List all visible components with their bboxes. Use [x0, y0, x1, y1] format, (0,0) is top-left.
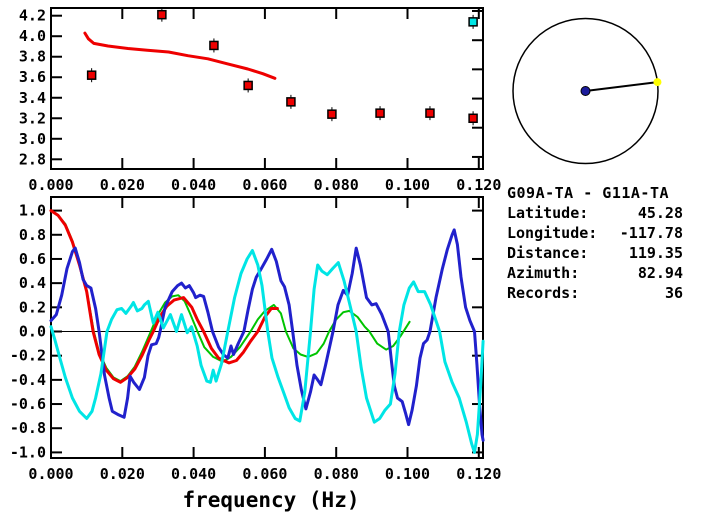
info-row-distance: Distance: 119.35	[507, 243, 683, 263]
y-tick-label: 4.0	[19, 27, 46, 45]
y-tick-label: 0.2	[19, 298, 46, 316]
blue-curve	[49, 228, 485, 442]
info-row-azimuth: Azimuth: 82.94	[507, 263, 683, 283]
longitude-label: Longitude:	[507, 224, 598, 242]
red-curve	[49, 209, 279, 384]
y-tick-label: -1.0	[10, 443, 46, 461]
station-info-panel: G09A-TA - G11A-TA Latitude: 45.28 Longit…	[507, 183, 683, 303]
station-pair-label: G09A-TA - G11A-TA	[507, 184, 670, 202]
records-label: Records:	[507, 284, 580, 302]
y-tick-label: 3.4	[19, 89, 46, 107]
plot-box	[50, 7, 484, 170]
azimuth-value: 82.94	[637, 264, 683, 282]
red-square-points-marker	[327, 109, 337, 119]
red-square-points-marker	[157, 9, 167, 20]
dispersion-panel: 0.000 0.020 0.040 0.060 0.080 0.100 0.120 4.2 4.…	[19, 7, 501, 194]
y-tick-label: 4.2	[19, 7, 46, 25]
records-value: 36	[664, 284, 683, 302]
x-tick-label: 0.020	[100, 176, 145, 194]
x-tick-label: 0.040	[171, 465, 216, 483]
azimuth-edge-dot	[653, 78, 662, 87]
y-tick-label: 3.8	[19, 48, 46, 66]
x-tick-label: 0.020	[100, 465, 145, 483]
azimuth-circle	[512, 17, 659, 165]
azimuth-label: Azimuth:	[507, 264, 580, 282]
info-row-latitude: Latitude: 45.28	[507, 203, 683, 223]
latitude-value: 45.28	[637, 204, 683, 222]
red-square-points-marker	[209, 40, 219, 51]
red-square-points-marker	[86, 70, 97, 80]
x-tick-label: 0.040	[171, 176, 216, 194]
y-tick-label: 3.6	[19, 68, 46, 86]
x-tick-label: 0.120	[456, 176, 501, 194]
x-tick-label: 0.060	[242, 176, 287, 194]
x-tick-label: 0.000	[28, 176, 73, 194]
y-tick-label: 0.4	[19, 274, 46, 292]
red-curve	[83, 31, 277, 80]
y-tick-label: -0.2	[10, 347, 46, 365]
correlation-panel: 0.000 0.020 0.040 0.060 0.080 0.100 0.120 1.0 0.…	[10, 196, 501, 512]
y-tick-label: 0.6	[19, 250, 46, 268]
red-square-points-marker	[243, 80, 253, 91]
azimuth-line	[585, 81, 658, 92]
longitude-value: -117.78	[619, 224, 683, 242]
red-square-points-marker	[375, 108, 385, 118]
y-tick-label: 3.2	[19, 109, 46, 127]
y-tick-label: 1.0	[19, 202, 46, 220]
latitude-label: Latitude:	[507, 204, 589, 222]
y-tick-label: 3.0	[19, 130, 46, 148]
station-center-dot	[580, 86, 591, 96]
red-square-points-marker	[286, 97, 296, 107]
info-row-longitude: Longitude: -117.78	[507, 223, 683, 243]
red-square-points-marker	[468, 113, 478, 124]
x-tick-label: 0.000	[28, 465, 73, 483]
distance-label: Distance:	[507, 244, 589, 262]
cyan-square-point-marker	[468, 17, 478, 27]
x-tick-label: 0.120	[456, 465, 501, 483]
y-tick-label: 0.0	[19, 323, 46, 341]
x-tick-label: 0.060	[242, 465, 287, 483]
azimuth-panel	[512, 17, 662, 165]
x-tick-label: 0.100	[385, 176, 430, 194]
red-square-points-marker	[425, 108, 435, 118]
x-tick-label: 0.080	[314, 465, 359, 483]
info-row-records: Records: 36	[507, 283, 683, 303]
y-tick-label: -0.4	[10, 371, 46, 389]
y-tick-label: -0.6	[10, 395, 46, 413]
y-tick-label: 0.8	[19, 226, 46, 244]
distance-value: 119.35	[628, 244, 683, 262]
cyan-curve	[49, 249, 485, 454]
y-tick-label: 2.8	[19, 150, 46, 168]
x-tick-label: 0.100	[385, 465, 430, 483]
y-tick-label: -0.8	[10, 419, 46, 437]
x-axis-title: frequency (Hz)	[182, 488, 359, 512]
x-tick-label: 0.080	[314, 176, 359, 194]
